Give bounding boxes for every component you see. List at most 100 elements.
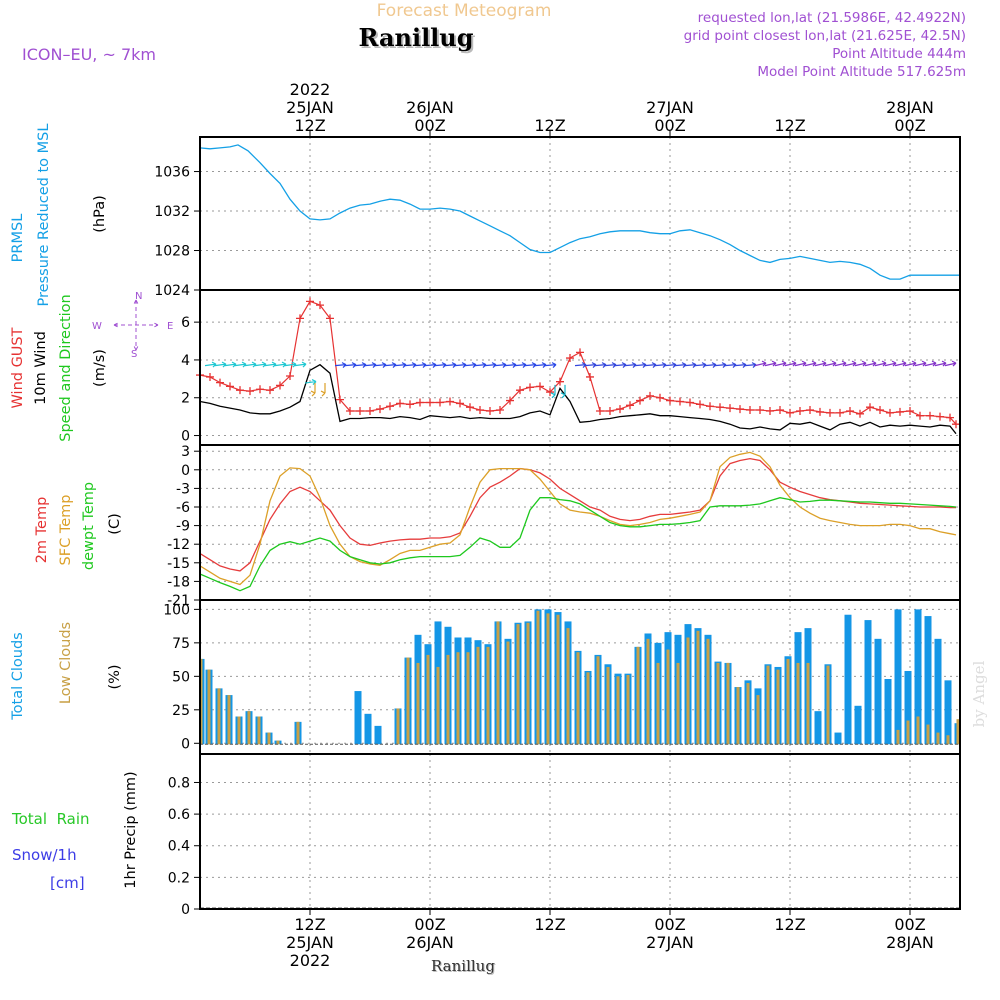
gust-marker xyxy=(736,405,744,414)
wind-direction-arrow xyxy=(474,362,487,369)
gust-marker xyxy=(536,382,544,391)
y-tick-label: -3 xyxy=(176,481,190,497)
wind-direction-arrow xyxy=(214,361,227,368)
low-cloud-bar xyxy=(776,669,780,745)
wind-direction-arrow xyxy=(884,360,897,367)
gust-marker xyxy=(596,406,604,415)
low-cloud-bar xyxy=(406,657,410,745)
low-cloud-bar xyxy=(436,666,440,745)
gust-marker xyxy=(716,403,724,412)
wind-direction-arrow xyxy=(744,362,757,369)
y-tick-label: 0.2 xyxy=(168,870,190,886)
wind-direction-arrow xyxy=(414,362,427,369)
wind-direction-arrow xyxy=(384,362,397,369)
total-cloud-bar xyxy=(934,638,942,745)
y-tick-label: -12 xyxy=(167,537,190,553)
bottom-axis-label: 28JAN xyxy=(886,933,934,952)
y-tick-label: -6 xyxy=(176,500,190,516)
legend-prmsl: PRMSL xyxy=(10,214,26,263)
gust-marker xyxy=(496,406,504,415)
gust-marker xyxy=(216,378,224,387)
wind-direction-arrow xyxy=(524,362,537,369)
gust-marker xyxy=(526,383,534,392)
wind-direction-arrow xyxy=(834,360,847,367)
gust-marker xyxy=(696,400,704,409)
low-cloud-bar xyxy=(736,687,740,745)
gust-marker xyxy=(486,406,494,415)
gust-marker xyxy=(756,406,764,415)
wind-direction-arrow xyxy=(514,362,527,369)
gust-marker xyxy=(626,401,634,410)
wind-direction-arrow xyxy=(560,384,566,399)
gust-marker xyxy=(576,348,584,357)
gust-marker xyxy=(366,406,374,415)
low-cloud-bar xyxy=(486,646,490,745)
wind-direction-arrow xyxy=(654,362,667,369)
gust-marker xyxy=(616,405,624,414)
low-cloud-bar xyxy=(426,654,430,745)
y-tick-label: -21 xyxy=(167,593,190,609)
bottom-axis-label: 2022 xyxy=(290,951,331,970)
gust-marker xyxy=(766,406,774,415)
y-tick-label: 0.4 xyxy=(168,839,190,855)
y-tick-label: 25 xyxy=(172,703,190,719)
pressure-unit: (hPa) xyxy=(92,195,108,232)
y-tick-label: 0 xyxy=(181,429,190,445)
y-tick-label: 100 xyxy=(163,602,190,618)
wind-direction-arrow xyxy=(254,361,267,368)
y-tick-label: 2 xyxy=(181,391,190,407)
low-cloud-bar xyxy=(200,658,203,745)
bottom-axis-label: 26JAN xyxy=(406,933,454,952)
wind-direction-arrow xyxy=(234,361,247,368)
gust-marker xyxy=(676,397,684,406)
low-cloud-bar xyxy=(586,672,590,745)
precip-panel: 0 0.2 0.4 0.6 0.8 xyxy=(168,753,961,918)
gust-marker xyxy=(916,411,924,420)
low-cloud-bar xyxy=(296,721,300,745)
wind-direction-arrow xyxy=(914,360,927,367)
gust-marker xyxy=(426,398,434,407)
low-cloud-bar xyxy=(686,637,690,745)
wind-direction-arrow xyxy=(894,360,907,367)
gust-marker xyxy=(306,297,314,306)
wind-direction-arrow xyxy=(344,362,357,369)
wind-direction-arrow xyxy=(624,362,637,369)
gust-marker xyxy=(776,406,784,415)
wind-direction-arrow xyxy=(444,362,457,369)
gust-marker xyxy=(726,404,734,413)
wind-direction-arrow xyxy=(294,361,307,368)
low-cloud-bar xyxy=(247,711,251,745)
low-cloud-bar xyxy=(207,669,211,745)
wind-direction-arrow xyxy=(934,360,947,367)
wind-direction-arrow xyxy=(864,360,877,367)
low-cloud-bar xyxy=(706,638,710,745)
top-axis-label: 12Z xyxy=(294,116,325,135)
low-cloud-bar xyxy=(666,649,670,745)
top-axis-label: 25JAN xyxy=(286,98,334,117)
y-tick-label: -9 xyxy=(176,519,190,535)
gust-marker xyxy=(286,372,294,381)
low-cloud-bar xyxy=(516,624,520,745)
temperature-panel: -21 -18 -15 -12 -9 -6 -3 0 3 xyxy=(167,444,961,609)
gust-line xyxy=(200,300,957,425)
wind-direction-arrow xyxy=(794,360,807,367)
low-cloud-bar xyxy=(466,652,470,745)
y-tick-label: 6 xyxy=(181,315,190,331)
low-cloud-bar xyxy=(596,656,600,745)
wind-direction-arrow xyxy=(534,362,547,369)
pressure-line xyxy=(200,144,960,280)
footer-shadow: Ranillug xyxy=(432,958,496,976)
gust-marker xyxy=(326,314,334,323)
legend-snow-unit: [cm] xyxy=(50,874,85,892)
low-cloud-bar xyxy=(956,719,960,745)
top-axis-label: 2022 xyxy=(290,80,331,99)
gust-marker xyxy=(952,420,960,429)
legend-total-rain: Total Rain xyxy=(11,810,90,828)
y-tick-label: 0 xyxy=(181,736,190,752)
wind-direction-arrow xyxy=(320,383,326,397)
wind-direction-arrow xyxy=(874,360,887,367)
y-tick-label: 50 xyxy=(172,669,190,685)
legend-snow: Snow/1h xyxy=(12,846,77,864)
